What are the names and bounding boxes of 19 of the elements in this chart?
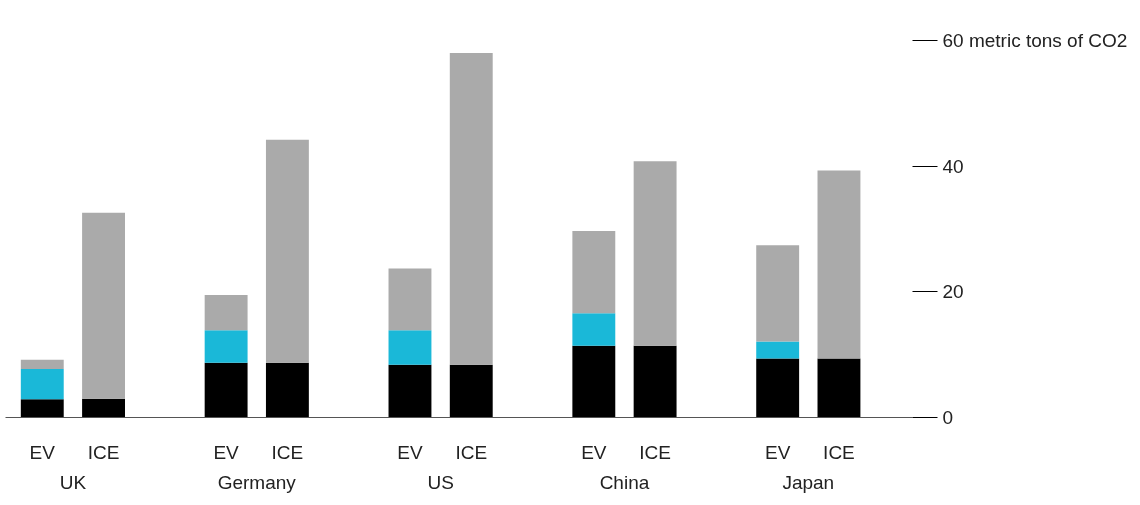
x-tick-label: EV: [397, 441, 423, 463]
text: China: [599, 471, 650, 493]
text: Japan: [782, 471, 835, 493]
y-tick-label: 20: [942, 281, 964, 303]
text: UK: [59, 471, 87, 493]
x-tick-label: EV: [29, 441, 56, 463]
x-tick-label: EV: [765, 441, 791, 463]
text: US: [427, 471, 454, 493]
x-tick-label: ICE: [639, 441, 671, 463]
y-tick-label: 40: [942, 155, 964, 177]
x-tick-label: EV: [213, 441, 240, 463]
x-tick-label: ICE: [823, 441, 855, 463]
y-tick-label: 60 metric tons of CO2: [942, 30, 1128, 51]
y-tick-label: 0: [942, 407, 954, 428]
x-tick-label: ICE: [455, 441, 488, 463]
text: Germany: [217, 471, 297, 493]
x-tick-label: EV: [581, 441, 607, 463]
x-tick-label: ICE: [271, 441, 304, 463]
x-tick-label: ICE: [87, 441, 120, 463]
